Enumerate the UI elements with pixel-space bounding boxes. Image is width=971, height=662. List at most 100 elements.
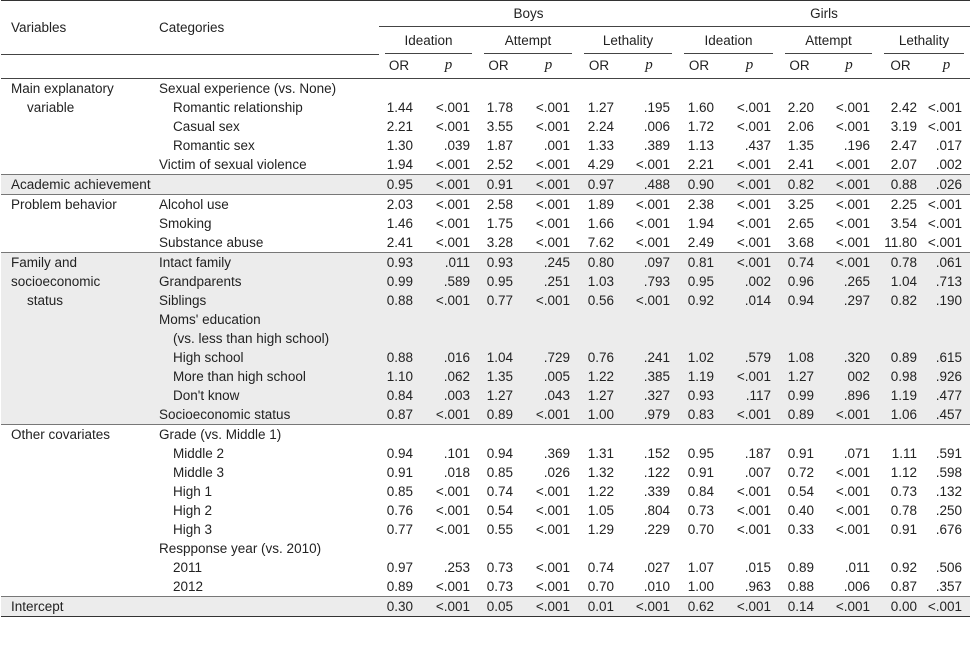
category-label: Intact family (155, 251, 379, 272)
or-value (878, 309, 924, 329)
variable-label (1, 385, 155, 405)
or-value: 1.89 (578, 193, 620, 214)
table-row: 2012 0.89 <.001 0.73 <.001 0.70 .010 1.00 .963 0.… (1, 577, 970, 597)
or-value: 0.72 (787, 464, 815, 480)
p-value: <.001 (635, 156, 671, 172)
category-label: Respponse year (vs. 2010) (159, 540, 322, 556)
or-value: 0.94 (779, 290, 821, 310)
header-p-cell: p (519, 54, 578, 79)
p-value: 002 (820, 366, 879, 386)
or-value (779, 78, 820, 98)
or-value (878, 539, 923, 558)
table-row: Problem behavior Alcohol use 2.03 <.001 2.58… (1, 193, 971, 214)
or-value (678, 309, 721, 329)
p-value: <.001 (927, 99, 963, 115)
or-value: 0.90 (678, 173, 721, 194)
variable-label (1, 117, 155, 136)
variable-label (1, 444, 155, 463)
p-value (419, 328, 478, 348)
table-row: Substance abuse 2.41 <.001 3.28 <.001 7.62 <.0… (1, 233, 970, 253)
or-value: 1.66 (587, 215, 614, 231)
or-value (578, 423, 620, 444)
or-value (379, 309, 419, 329)
p-value: .896 (820, 385, 879, 405)
category-label: Alcohol use (155, 193, 379, 214)
p-value (720, 328, 780, 348)
p-value: .327 (620, 385, 679, 405)
p-value: .061 (923, 251, 971, 272)
regression-table: Variables Categories Boys Girls Ideation… (1, 0, 971, 617)
or-value (678, 423, 721, 444)
header-p: p (745, 57, 754, 74)
or-value: 0.56 (578, 290, 620, 310)
p-value (820, 328, 879, 348)
variable-label: status (1, 290, 155, 310)
header-p: p (645, 57, 653, 74)
subheader-label: Ideation (404, 33, 453, 48)
p-value: <.001 (519, 290, 578, 310)
p-value (519, 78, 578, 98)
or-value: 2.52 (486, 156, 513, 172)
subheader-label: Lethality (898, 33, 950, 48)
or-value: 1.00 (687, 578, 715, 594)
or-value (478, 423, 519, 444)
or-value: 2.21 (386, 118, 413, 134)
p-value (419, 309, 478, 329)
p-value: <.001 (736, 215, 772, 231)
p-value: .804 (643, 502, 671, 518)
header-p-cell: p (720, 54, 780, 79)
or-value: 1.27 (478, 385, 519, 405)
or-value: 0.94 (386, 445, 413, 461)
p-value: <.001 (820, 595, 879, 617)
or-value: 2.47 (890, 137, 918, 153)
p-value: .152 (643, 445, 671, 461)
p-value: <.001 (835, 521, 871, 537)
p-value: <.001 (923, 193, 971, 214)
p-value: .457 (923, 404, 971, 424)
or-value: 1.19 (878, 385, 924, 405)
or-value: 2.24 (587, 118, 614, 134)
p-value: <.001 (835, 118, 871, 134)
table-row: Intercept 0.30 <.001 0.05 <.001 0.01 <.001 0.62… (1, 595, 971, 617)
or-value: 0.99 (779, 385, 821, 405)
or-value: 0.97 (578, 173, 620, 194)
variable-label (1, 463, 155, 482)
subheader-boys-ideation: Ideation (379, 27, 478, 54)
variable-label: Academic achievement (1, 173, 155, 194)
p-value: <.001 (535, 521, 570, 537)
p-value: .071 (843, 445, 871, 461)
p-value: .005 (519, 366, 578, 386)
p-value: .963 (744, 578, 772, 594)
header-girls: Girls (678, 0, 971, 27)
p-value: <.001 (927, 234, 963, 250)
category-label (155, 173, 379, 194)
variable-label (1, 539, 155, 558)
or-value: 1.78 (486, 99, 513, 115)
or-value (379, 539, 419, 558)
variable-label (1, 328, 155, 348)
p-value: .003 (419, 385, 478, 405)
subheader-girls-ideation: Ideation (678, 27, 779, 54)
or-value (678, 539, 720, 558)
or-value: 0.70 (587, 578, 614, 594)
p-value: .615 (923, 347, 971, 367)
p-value (620, 328, 679, 348)
p-value: <.001 (535, 156, 570, 172)
p-value: .006 (643, 118, 671, 134)
p-value: <.001 (535, 559, 570, 575)
p-value: <.001 (435, 578, 470, 594)
p-value (620, 78, 678, 98)
or-value: 0.92 (890, 559, 918, 575)
category-label: High school (155, 347, 379, 367)
or-value: 0.91 (890, 521, 918, 537)
or-value: 1.06 (878, 404, 924, 424)
header-or: OR (578, 54, 620, 79)
table-row: Middle 2 0.94 .101 0.94 .369 1.31 .152 0.95 .187… (1, 444, 970, 463)
or-value: 1.10 (379, 366, 419, 386)
table-row: Academic achievement 0.95 <.001 0.91 <.001 0.… (1, 173, 971, 194)
or-value: 1.27 (587, 99, 614, 115)
p-value: .793 (620, 271, 679, 291)
p-value: <.001 (835, 215, 871, 231)
or-value: 1.72 (687, 118, 715, 134)
or-value: 0.92 (678, 290, 721, 310)
